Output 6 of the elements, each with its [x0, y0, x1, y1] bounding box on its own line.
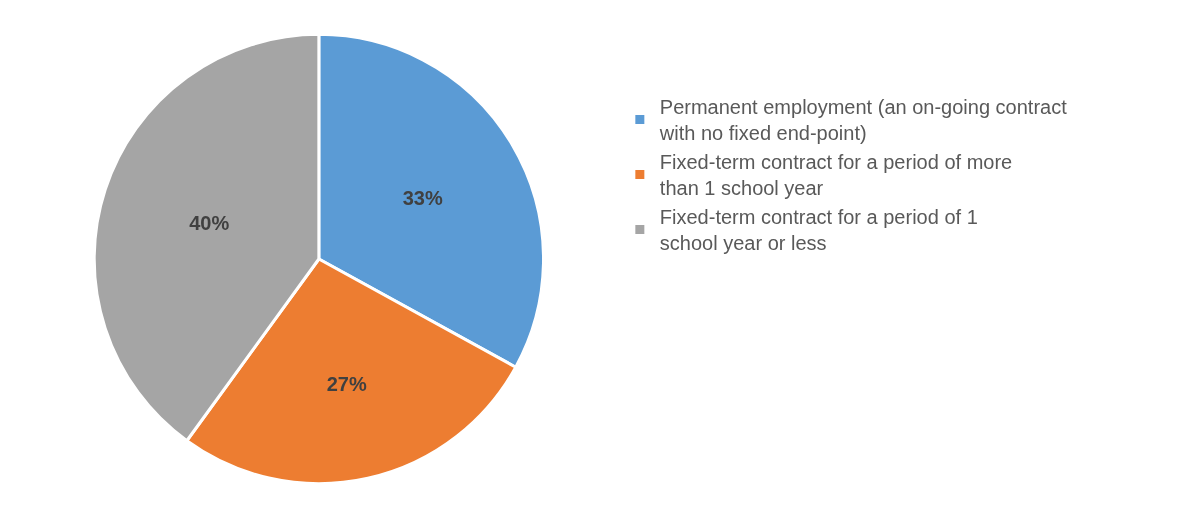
data-label: 40% [189, 212, 230, 235]
legend-label: Fixed-term contract for a period of 1 school year or less [659, 206, 978, 255]
legend-label: Permanent employment (an on-going contract with no fixed end-point) [658, 96, 1068, 145]
legend-label: Fixed-term contract for a period of more than 1 school year [659, 151, 1013, 200]
data-label: 27% [326, 373, 367, 396]
data-label: 33% [402, 186, 443, 209]
